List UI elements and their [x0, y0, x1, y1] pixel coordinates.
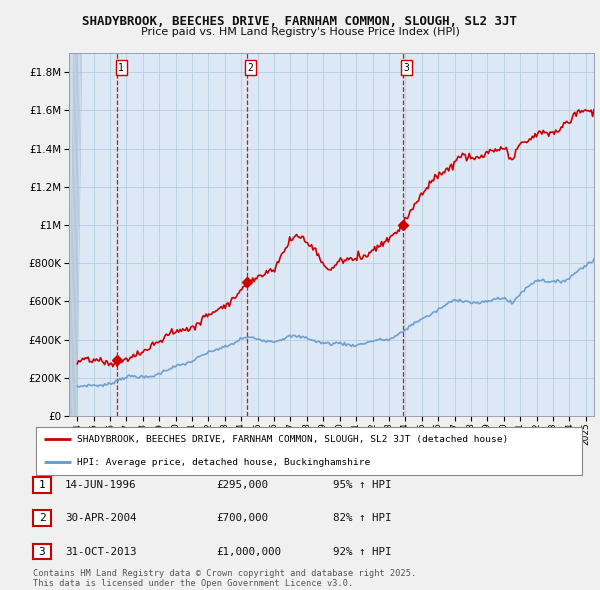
Text: 30-APR-2004: 30-APR-2004: [65, 513, 136, 523]
Text: 3: 3: [38, 547, 46, 556]
Text: 3: 3: [403, 63, 409, 73]
Text: £700,000: £700,000: [216, 513, 268, 523]
Text: Price paid vs. HM Land Registry's House Price Index (HPI): Price paid vs. HM Land Registry's House …: [140, 27, 460, 37]
Text: 92% ↑ HPI: 92% ↑ HPI: [333, 547, 392, 556]
Text: 2: 2: [38, 513, 46, 523]
Text: 82% ↑ HPI: 82% ↑ HPI: [333, 513, 392, 523]
Polygon shape: [69, 53, 77, 416]
Text: 1: 1: [38, 480, 46, 490]
Text: 14-JUN-1996: 14-JUN-1996: [65, 480, 136, 490]
Text: SHADYBROOK, BEECHES DRIVE, FARNHAM COMMON, SLOUGH, SL2 3JT (detached house): SHADYBROOK, BEECHES DRIVE, FARNHAM COMMO…: [77, 435, 508, 444]
Text: £295,000: £295,000: [216, 480, 268, 490]
Text: £1,000,000: £1,000,000: [216, 547, 281, 556]
Text: HPI: Average price, detached house, Buckinghamshire: HPI: Average price, detached house, Buck…: [77, 458, 370, 467]
Text: Contains HM Land Registry data © Crown copyright and database right 2025.
This d: Contains HM Land Registry data © Crown c…: [33, 569, 416, 588]
Text: 95% ↑ HPI: 95% ↑ HPI: [333, 480, 392, 490]
Text: SHADYBROOK, BEECHES DRIVE, FARNHAM COMMON, SLOUGH, SL2 3JT: SHADYBROOK, BEECHES DRIVE, FARNHAM COMMO…: [83, 15, 517, 28]
Text: 2: 2: [248, 63, 253, 73]
Text: 31-OCT-2013: 31-OCT-2013: [65, 547, 136, 556]
Text: 1: 1: [118, 63, 124, 73]
